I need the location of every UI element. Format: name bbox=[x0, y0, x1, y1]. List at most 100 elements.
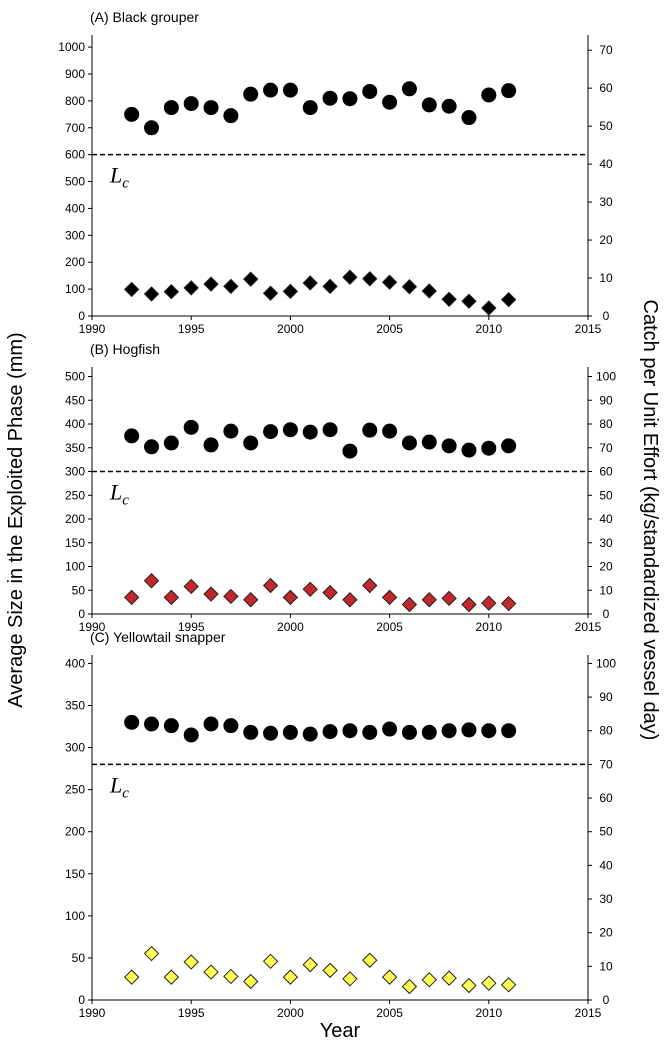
circle-marker bbox=[322, 90, 338, 106]
circle-marker bbox=[243, 724, 259, 740]
circle-marker bbox=[183, 419, 199, 435]
y2-tick-label: 60 bbox=[599, 465, 613, 479]
circle-marker bbox=[501, 723, 517, 739]
circle-marker bbox=[342, 91, 358, 107]
y-tick-label: 0 bbox=[78, 607, 85, 621]
diamond-marker bbox=[322, 278, 338, 295]
y2-tick-label: 50 bbox=[599, 825, 613, 839]
circle-marker bbox=[362, 724, 378, 740]
circle-marker bbox=[441, 723, 457, 739]
circle-marker bbox=[144, 439, 160, 455]
diamond-marker bbox=[123, 281, 140, 298]
diamond-marker bbox=[183, 954, 199, 970]
y-tick-label: 300 bbox=[65, 741, 85, 755]
circle-marker bbox=[282, 724, 298, 740]
y2-tick-label: 20 bbox=[599, 560, 613, 574]
reference-label-sub: c bbox=[122, 785, 129, 801]
y-tick-label: 350 bbox=[65, 698, 85, 712]
diamond-marker bbox=[362, 271, 378, 287]
diamond-marker bbox=[203, 276, 219, 292]
circle-marker bbox=[421, 434, 437, 450]
diamond-marker bbox=[441, 291, 457, 307]
reference-label: Lc bbox=[109, 772, 129, 801]
x-tick-label: 2000 bbox=[277, 1006, 304, 1020]
circle-marker bbox=[124, 428, 140, 444]
y-tick-label: 250 bbox=[65, 488, 85, 502]
circle-marker bbox=[481, 87, 497, 103]
y-axis-label: Average Size in the Exploited Phase (mm) bbox=[5, 332, 27, 707]
reference-label-sub: c bbox=[122, 176, 129, 192]
circle-marker bbox=[461, 442, 477, 458]
diamond-marker bbox=[163, 589, 180, 606]
circle-marker bbox=[282, 82, 298, 98]
diamond-marker bbox=[223, 278, 239, 295]
y2-tick-label: 100 bbox=[596, 370, 616, 384]
x-tick-label: 2010 bbox=[475, 1006, 502, 1020]
circle-marker bbox=[342, 443, 358, 459]
x-tick-label: 1990 bbox=[79, 620, 106, 634]
y2-tick-label: 40 bbox=[599, 157, 613, 171]
circle-marker bbox=[401, 724, 417, 740]
circle-marker bbox=[421, 724, 437, 740]
circle-marker bbox=[124, 714, 140, 730]
diamond-marker bbox=[342, 592, 358, 608]
y-tick-label: 500 bbox=[65, 175, 85, 189]
diamond-marker bbox=[143, 573, 160, 589]
y-tick-label: 250 bbox=[65, 783, 85, 797]
circle-marker bbox=[203, 100, 219, 116]
circle-marker bbox=[501, 438, 517, 454]
x-tick-label: 2010 bbox=[475, 620, 502, 634]
y2-tick-label: 30 bbox=[599, 892, 613, 906]
diamond-marker bbox=[163, 969, 180, 985]
circle-marker bbox=[302, 726, 318, 742]
diamond-marker bbox=[362, 577, 378, 594]
diamond-marker bbox=[362, 952, 378, 968]
y-tick-label: 200 bbox=[65, 255, 85, 269]
y2-tick-label: 60 bbox=[599, 81, 613, 95]
y2-tick-label: 40 bbox=[599, 858, 613, 872]
circle-marker bbox=[223, 718, 239, 734]
diamond-marker bbox=[163, 283, 180, 300]
y2-tick-label: 40 bbox=[599, 512, 613, 526]
x-tick-label: 1995 bbox=[178, 322, 205, 336]
y-tick-label: 400 bbox=[65, 417, 85, 431]
circle-marker bbox=[382, 423, 398, 439]
diamond-marker bbox=[282, 589, 299, 606]
reference-label-sub: c bbox=[122, 493, 129, 509]
x-tick-label: 2005 bbox=[376, 1006, 403, 1020]
circle-marker bbox=[243, 435, 259, 451]
circle-marker bbox=[144, 716, 160, 732]
diamond-marker bbox=[481, 300, 497, 316]
y-tick-label: 200 bbox=[65, 825, 85, 839]
y-tick-label: 150 bbox=[65, 536, 85, 550]
x-tick-label: 1995 bbox=[178, 620, 205, 634]
x-tick-label: 1990 bbox=[79, 1006, 106, 1020]
circle-marker bbox=[223, 108, 239, 124]
circle-marker bbox=[481, 723, 497, 739]
y-tick-label: 300 bbox=[65, 228, 85, 242]
y-tick-label: 100 bbox=[65, 560, 85, 574]
diamond-marker bbox=[500, 977, 517, 993]
diamond-marker bbox=[381, 969, 398, 985]
diamond-marker bbox=[143, 286, 160, 302]
diamond-marker bbox=[123, 589, 140, 606]
circle-marker bbox=[263, 424, 279, 440]
circle-marker bbox=[263, 82, 279, 98]
diamond-marker bbox=[500, 595, 517, 612]
y2-tick-label: 0 bbox=[603, 607, 610, 621]
diamond-marker bbox=[302, 581, 318, 598]
y-tick-label: 800 bbox=[65, 94, 85, 108]
y2-tick-label: 90 bbox=[599, 393, 613, 407]
circle-marker bbox=[501, 83, 517, 99]
circle-marker bbox=[163, 100, 179, 116]
circle-marker bbox=[223, 423, 239, 439]
diamond-marker bbox=[302, 275, 318, 291]
reference-label-main: L bbox=[109, 480, 122, 505]
circle-marker bbox=[243, 86, 259, 102]
diamond-marker bbox=[461, 596, 477, 613]
y2-tick-label: 80 bbox=[599, 724, 613, 738]
diamond-marker bbox=[401, 978, 418, 995]
diamond-marker bbox=[461, 293, 477, 309]
diamond-marker bbox=[322, 962, 338, 979]
